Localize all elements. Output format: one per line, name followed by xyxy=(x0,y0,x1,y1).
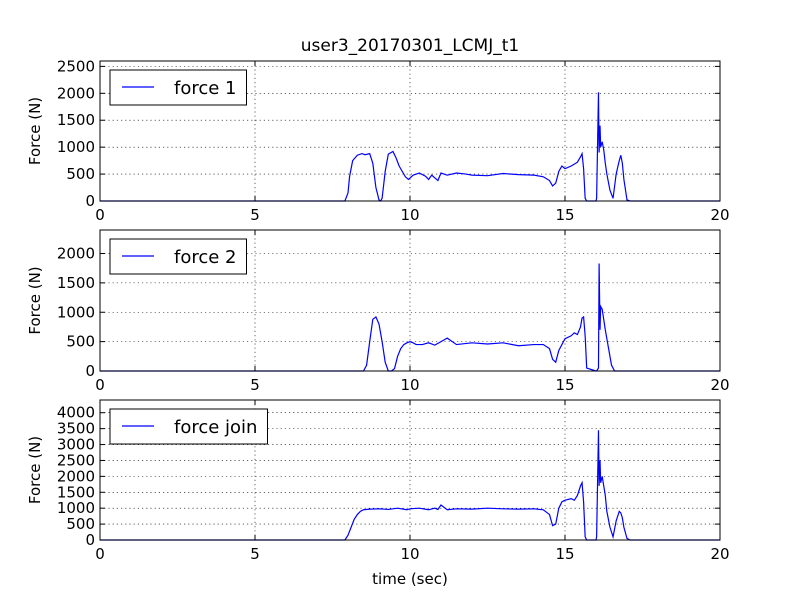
y-tick-label: 1500 xyxy=(57,274,95,292)
series-line-force-2 xyxy=(100,263,720,372)
y-tick-label: 1000 xyxy=(57,303,95,321)
x-tick-label: 10 xyxy=(400,545,419,563)
x-tick-label: 15 xyxy=(555,206,574,224)
y-tick-label: 4000 xyxy=(57,404,95,422)
x-tick-label: 5 xyxy=(250,206,260,224)
x-tick-label: 5 xyxy=(250,545,260,563)
series-line-force-join xyxy=(100,430,720,541)
y-tick-label: 1000 xyxy=(57,499,95,517)
x-tick-label: 0 xyxy=(95,545,105,563)
y-tick-label: 2000 xyxy=(57,467,95,485)
y-tick-label: 0 xyxy=(85,192,95,210)
y-tick-label: 1000 xyxy=(57,138,95,156)
x-tick-label: 15 xyxy=(555,545,574,563)
x-tick-label: 20 xyxy=(710,376,729,394)
y-tick-label: 0 xyxy=(85,362,95,380)
legend-label: force 1 xyxy=(174,78,237,99)
y-axis-label: Force (N) xyxy=(26,436,44,504)
y-tick-label: 3000 xyxy=(57,436,95,454)
y-axis-label: Force (N) xyxy=(26,97,44,165)
x-tick-label: 0 xyxy=(95,376,105,394)
y-tick-label: 3500 xyxy=(57,420,95,438)
x-tick-label: 0 xyxy=(95,206,105,224)
panel-1: 0 5 10 15 20 0 500 1000 1500 2000 2500 Force (N) for… xyxy=(26,57,730,224)
panel-3: 0 5 10 15 20 05001000150020002500300035004000… xyxy=(26,399,730,563)
y-tick-label: 0 xyxy=(85,531,95,549)
y-tick-label: 2500 xyxy=(57,451,95,469)
x-tick-label: 20 xyxy=(710,545,729,563)
y-tick-label: 1500 xyxy=(57,483,95,501)
y-tick-label: 500 xyxy=(66,165,95,183)
y-axis-label: Force (N) xyxy=(26,266,44,334)
x-tick-label: 15 xyxy=(555,376,574,394)
series-line-force-1 xyxy=(100,92,720,202)
legend-label: force join xyxy=(174,417,257,438)
y-tick-label: 500 xyxy=(66,515,95,533)
x-tick-label: 20 xyxy=(710,206,729,224)
y-tick-label: 2500 xyxy=(57,57,95,75)
x-tick-label: 5 xyxy=(250,376,260,394)
y-tick-label: 2000 xyxy=(57,84,95,102)
x-tick-label: 10 xyxy=(400,376,419,394)
y-tick-label: 1500 xyxy=(57,111,95,129)
x-tick-label: 10 xyxy=(400,206,419,224)
y-tick-label: 2000 xyxy=(57,245,95,263)
legend-label: force 2 xyxy=(174,247,237,268)
panel-2: 0 5 10 15 20 0 500 1000 1500 2000 Force (N) force 2 xyxy=(26,229,730,394)
chart-title: user3_20170301_LCMJ_t1 xyxy=(301,36,519,56)
y-tick-label: 500 xyxy=(66,333,95,351)
x-axis-label: time (sec) xyxy=(372,570,448,588)
